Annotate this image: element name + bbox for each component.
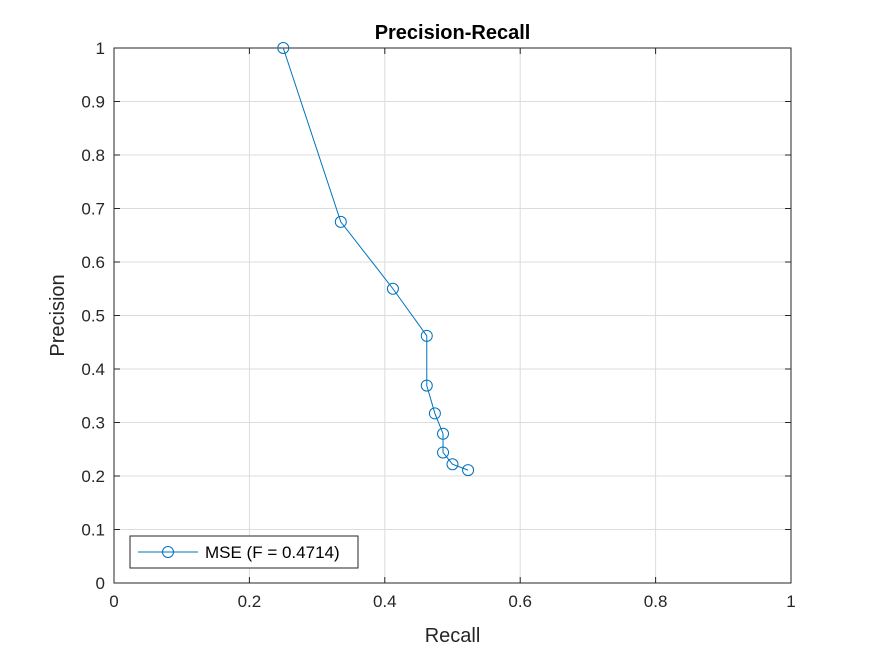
- series-layer: [277, 42, 475, 477]
- x-tick-label: 0.6: [508, 592, 532, 611]
- x-tick-label: 0: [109, 592, 118, 611]
- data-point: [386, 282, 399, 295]
- y-tick-label: 0.5: [81, 307, 105, 326]
- data-point: [277, 42, 290, 54]
- grid-lines: [113, 47, 792, 584]
- data-point: [420, 329, 433, 342]
- y-tick-label: 0.8: [81, 146, 105, 165]
- y-tick-label: 1: [96, 39, 105, 58]
- data-point: [437, 446, 450, 459]
- chart-title: Precision-Recall: [375, 22, 531, 44]
- x-tick-label: 1: [786, 592, 795, 611]
- y-tick-label: 0.9: [81, 93, 105, 112]
- legend: MSE (F = 0.4714): [129, 535, 359, 569]
- x-tick-label: 0.8: [644, 592, 668, 611]
- y-tick-label: 0: [96, 574, 105, 593]
- data-point: [334, 215, 347, 228]
- data-point: [462, 464, 475, 477]
- y-axis-label: Precision: [47, 274, 69, 356]
- x-tick-label: 0.4: [373, 592, 397, 611]
- x-tick-label: 0.2: [238, 592, 262, 611]
- y-tick-label: 0.3: [81, 414, 105, 433]
- x-axis-label: Recall: [425, 625, 481, 647]
- y-tick-label: 0.4: [81, 360, 105, 379]
- axis-ticks: 0 0.2 0.4 0.6 0.8 1 0 0.1 0.2 0.3 0.4 0.5 0.6 0.7 0.8 0…: [81, 39, 795, 611]
- y-tick-label: 0.2: [81, 467, 105, 486]
- legend-entry-label: MSE (F = 0.4714): [205, 543, 340, 562]
- legend-marker: [162, 546, 174, 558]
- y-tick-label: 0.7: [81, 200, 105, 219]
- data-point: [446, 458, 459, 471]
- data-point: [428, 407, 441, 420]
- series-line: [282, 47, 469, 471]
- data-point: [437, 427, 450, 440]
- y-tick-label: 0.1: [81, 521, 105, 540]
- data-point: [420, 379, 433, 392]
- y-tick-label: 0.6: [81, 253, 105, 272]
